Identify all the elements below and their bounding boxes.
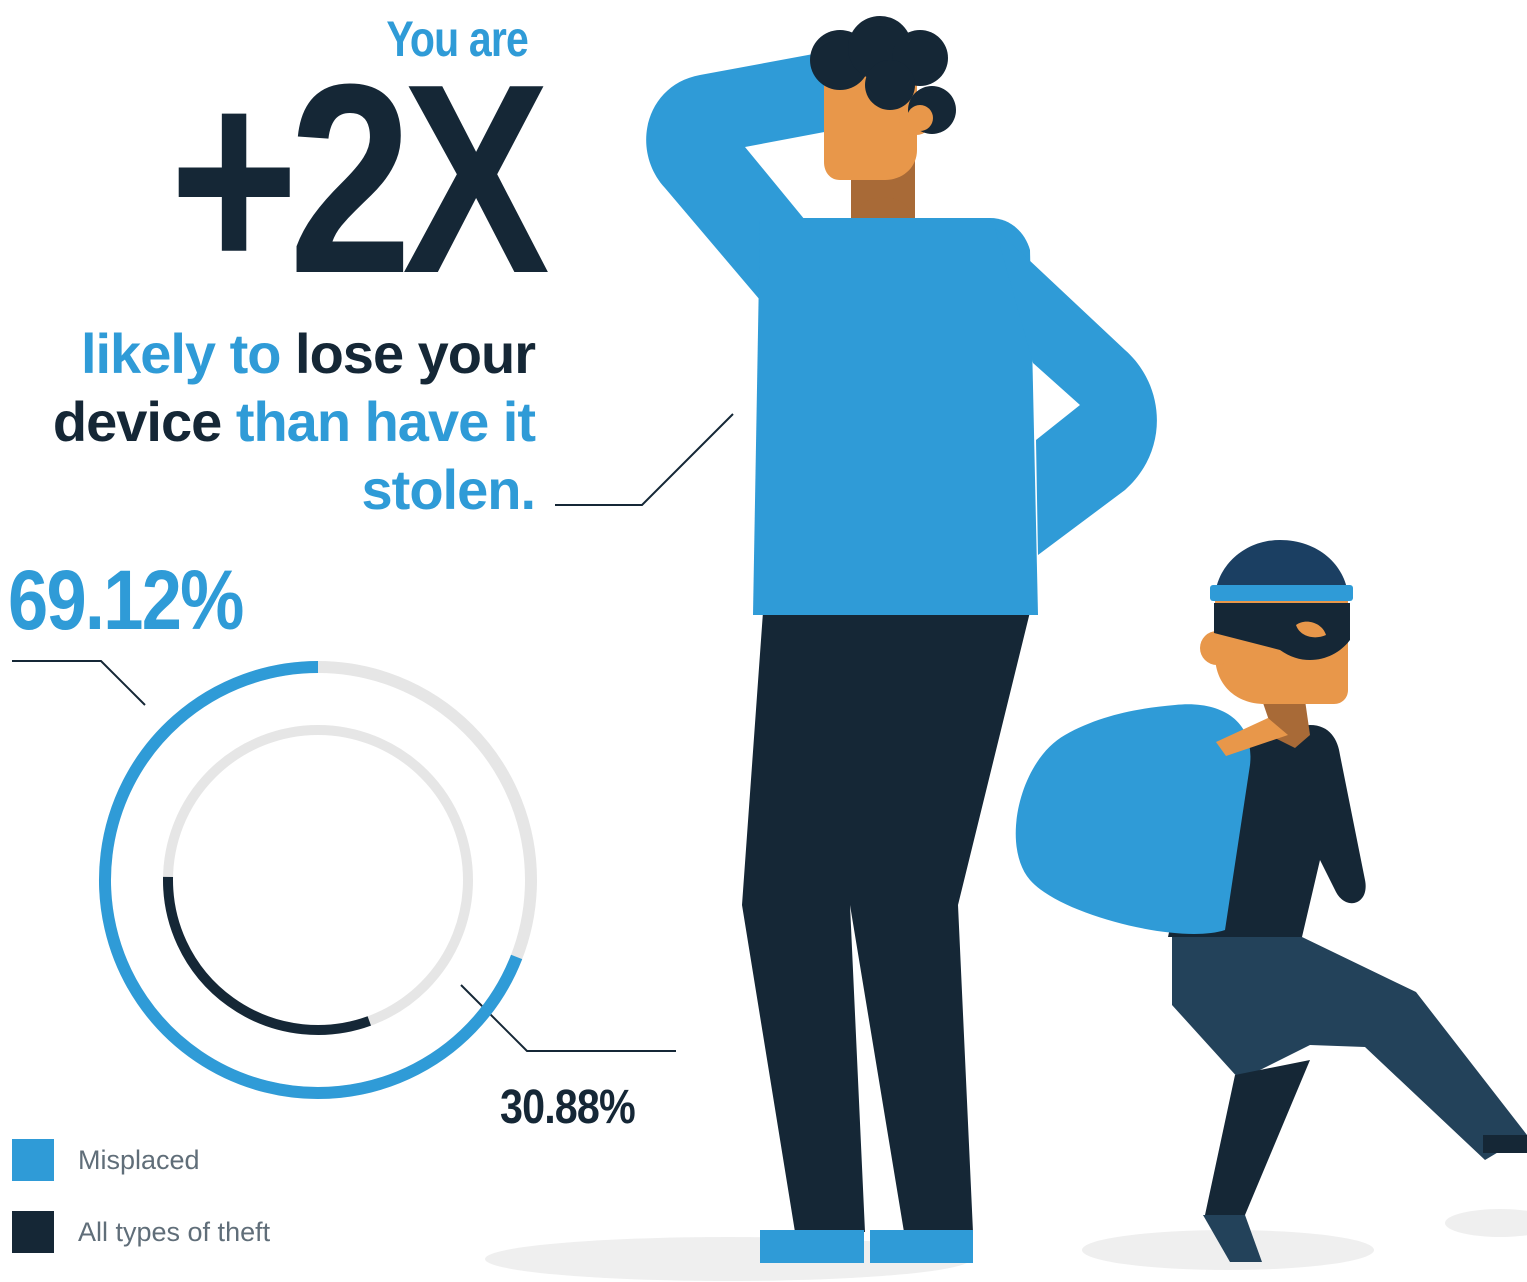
thief-eye: [1296, 621, 1326, 638]
tagline-line-3: stolen.: [20, 456, 536, 524]
thief-sack: [1015, 704, 1251, 934]
tagline-device: device: [52, 390, 222, 453]
person-pants: [742, 612, 1030, 1232]
person-hair-curl: [865, 60, 915, 110]
legend-label-misplaced: Misplaced: [78, 1144, 200, 1175]
thief-hat-band: [1210, 585, 1353, 601]
legend-swatch-misplaced: [12, 1139, 54, 1181]
data-label-theft: 30.88%: [500, 1081, 636, 1134]
person-ear-cover: [907, 105, 933, 131]
tagline-stolen: stolen.: [361, 458, 536, 521]
donut-arc-misplaced: [99, 661, 523, 1099]
thief-mask: [1214, 603, 1350, 661]
person-bent-arm: [995, 228, 1157, 555]
thief-leg-front: [1205, 1060, 1310, 1215]
person-shoe-left: [760, 1230, 864, 1263]
thief-illustration: [1015, 540, 1527, 1262]
tagline-line-2: device than have it: [20, 388, 536, 456]
ground-shadow: [1445, 1209, 1527, 1237]
thief-hat: [1215, 540, 1348, 595]
tagline-line-1: likely to lose your: [20, 320, 536, 388]
tagline-lose-your: lose your: [295, 322, 536, 385]
person-illustration: [646, 16, 1157, 1263]
data-label-misplaced: 69.12%: [8, 553, 244, 647]
tagline-likely-to: likely to: [80, 322, 282, 385]
thief-sack-rope: [1216, 718, 1288, 756]
legend-label-theft: All types of theft: [78, 1216, 271, 1247]
donut-chart: [99, 661, 537, 1099]
thief-ear: [1200, 631, 1234, 665]
tagline-than-have-it: than have it: [235, 390, 536, 453]
headline-tagline: likely to lose your device than have it …: [20, 320, 536, 524]
legend-swatch-theft: [12, 1211, 54, 1253]
thief-foot-back: [1483, 1135, 1527, 1153]
legend-item-misplaced: Misplaced: [12, 1138, 200, 1182]
headline-multiplier: +2X: [169, 29, 549, 330]
thief-neck: [1262, 700, 1310, 748]
leader-line-misplaced: [12, 660, 146, 706]
donut-arc-theft: [163, 876, 372, 1035]
headline-intro: You are: [386, 11, 528, 67]
legend-item-theft: All types of theft: [12, 1210, 270, 1254]
person-torso: [753, 218, 1038, 615]
leader-line-headline: [555, 413, 734, 506]
thief-shoe: [1203, 1215, 1262, 1262]
person-shoe-right: [870, 1230, 973, 1263]
thief-pants: [1172, 937, 1527, 1160]
